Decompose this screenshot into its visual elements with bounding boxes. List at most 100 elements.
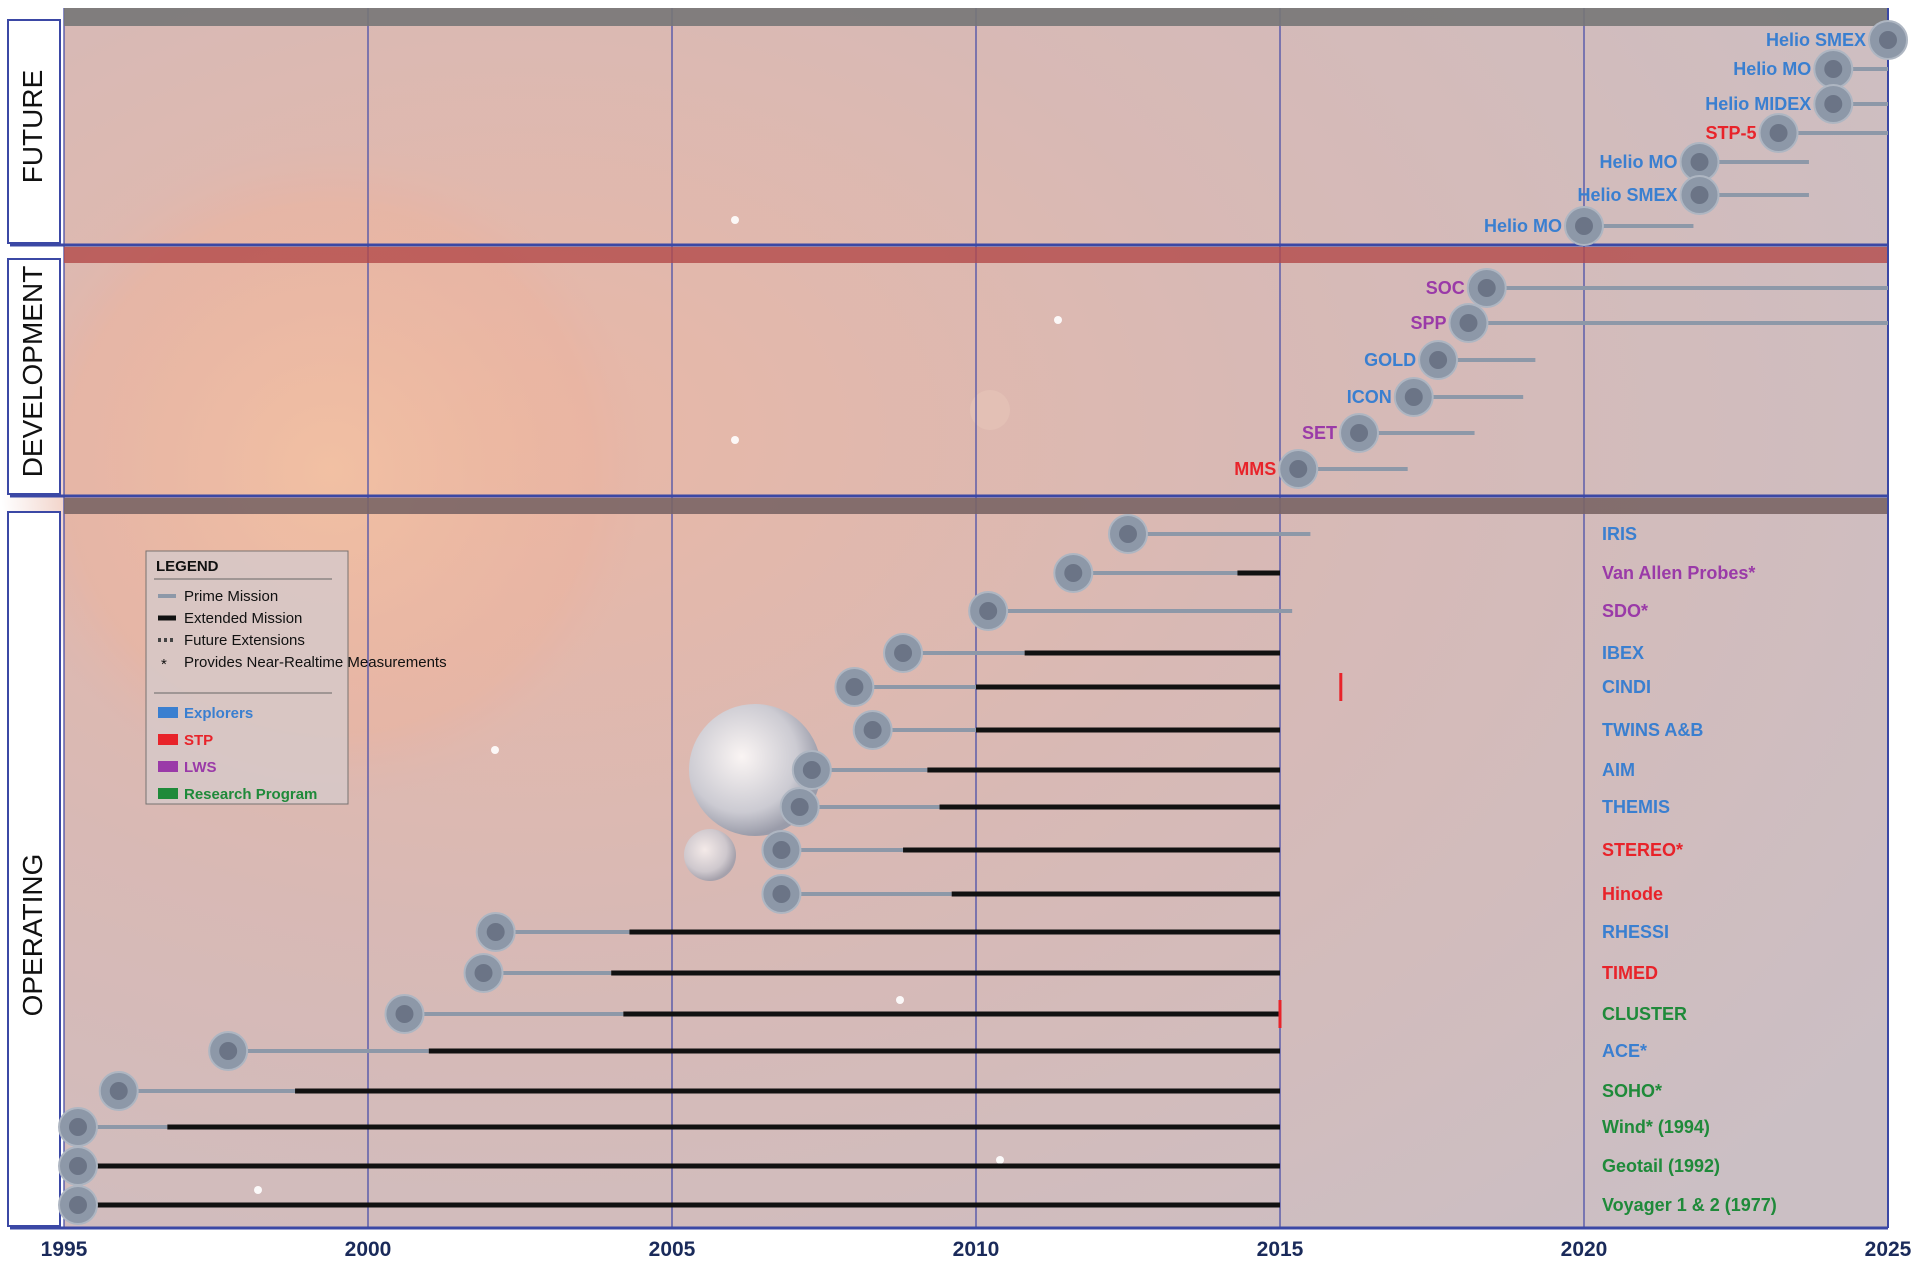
operating-mission: ACE* — [208, 1031, 1647, 1071]
operating-mission: TWINS A&B — [852, 710, 1703, 750]
development-mission: SOC — [1426, 268, 1888, 308]
x-tick-label: 2005 — [649, 1238, 696, 1261]
operating-mission: Van Allen Probes* — [1053, 553, 1755, 593]
operating-spacecraft-icon — [1119, 525, 1137, 543]
future-spacecraft-icon — [1690, 186, 1709, 204]
legend-program-label: LWS — [184, 759, 217, 776]
operating-mission-label: SDO* — [1602, 601, 1648, 621]
operating-spacecraft-icon — [790, 798, 809, 816]
future-spacecraft-icon — [1690, 153, 1709, 171]
operating-spacecraft-icon — [894, 644, 913, 662]
development-mission-label: SPP — [1410, 313, 1446, 333]
x-tick-label: 2010 — [953, 1238, 1000, 1261]
development-mission-label: GOLD — [1364, 350, 1416, 370]
operating-mission-label: CLUSTER — [1602, 1004, 1687, 1024]
moon-image — [684, 829, 736, 881]
legend-box — [145, 550, 349, 805]
future-spacecraft-icon — [1575, 217, 1593, 235]
legend-title: LEGEND — [156, 558, 219, 575]
operating-mission-label: TWINS A&B — [1602, 720, 1703, 740]
operating-spacecraft-icon — [772, 841, 791, 859]
operating-mission: Wind* (1994) — [58, 1107, 1710, 1147]
operating-spacecraft-icon — [109, 1082, 128, 1100]
x-tick-label: 2020 — [1561, 1238, 1608, 1261]
operating-mission: SOHO* — [98, 1071, 1662, 1111]
development-mission: SET — [1302, 413, 1475, 453]
operating-mission-label: THEMIS — [1602, 797, 1670, 817]
operating-header-bar — [64, 498, 1888, 514]
future-mission-label: Helio MIDEX — [1705, 94, 1811, 114]
operating-mission: STEREO* — [761, 830, 1683, 870]
operating-mission-label: STEREO* — [1602, 840, 1683, 860]
future-mission-label: Helio SMEX — [1577, 185, 1677, 205]
future-mission-label: Helio SMEX — [1766, 30, 1866, 50]
star-dot — [254, 1186, 262, 1194]
operating-mission: TIMED — [463, 953, 1658, 993]
future-spacecraft-icon — [1769, 124, 1788, 142]
operating-spacecraft-icon — [802, 761, 821, 779]
operating-spacecraft-icon — [1064, 564, 1083, 582]
section-box — [7, 511, 61, 1227]
legend-program-swatch — [158, 788, 178, 799]
operating-spacecraft-icon — [69, 1157, 87, 1175]
section-label-future: FUTURE — [17, 70, 48, 184]
future-spacecraft-icon — [1824, 95, 1843, 113]
operating-mission: Hinode — [761, 874, 1663, 914]
development-mission-label: MMS — [1234, 459, 1276, 479]
development-mission-label: ICON — [1347, 387, 1392, 407]
development-spacecraft-icon — [1477, 279, 1496, 297]
operating-mission: THEMIS — [779, 787, 1670, 827]
x-tick-label: 2025 — [1865, 1238, 1912, 1261]
operating-mission-label: Wind* (1994) — [1602, 1117, 1710, 1137]
section-box — [7, 258, 61, 495]
development-spacecraft-icon — [1289, 460, 1308, 478]
mission-bars: Helio SMEX Helio MO Helio MIDEX STP-5 Helio … — [58, 20, 1908, 1225]
operating-spacecraft-icon — [219, 1042, 238, 1060]
star-dot — [896, 996, 904, 1004]
operating-mission: CLUSTER — [384, 994, 1687, 1034]
operating-mission-label: Hinode — [1602, 884, 1663, 904]
future-mission-label: Helio MO — [1600, 152, 1678, 172]
section-label-development: DEVELOPMENT — [17, 266, 48, 478]
planet-image — [970, 390, 1010, 430]
operating-mission: Voyager 1 & 2 (1977) — [58, 1185, 1777, 1225]
future-mission: Helio MO — [1733, 49, 1888, 89]
legend-program-swatch — [158, 734, 178, 745]
operating-spacecraft-icon — [979, 602, 998, 620]
operating-spacecraft-icon — [772, 885, 791, 903]
x-tick-label: 2000 — [345, 1238, 392, 1261]
legend-item-label: Extended Mission — [184, 610, 302, 627]
future-mission: Helio MO — [1484, 206, 1694, 246]
operating-mission: IRIS — [1108, 514, 1637, 554]
operating-spacecraft-icon — [69, 1196, 87, 1214]
operating-mission: Geotail (1992) — [58, 1146, 1720, 1186]
future-mission: Helio MO — [1600, 142, 1809, 182]
legend: LEGEND Prime Mission Extended Mission Futur… — [145, 550, 447, 805]
development-mission: ICON — [1347, 377, 1524, 417]
legend-program-label: STP — [184, 732, 213, 749]
development-header-bar — [64, 247, 1888, 263]
operating-spacecraft-icon — [395, 1005, 414, 1023]
star-dot — [491, 746, 499, 754]
star-dot — [731, 436, 739, 444]
operating-mission-label: ACE* — [1602, 1041, 1647, 1061]
operating-mission: CINDI — [834, 667, 1651, 707]
legend-program-swatch — [158, 761, 178, 772]
operating-mission: SDO* — [968, 591, 1648, 631]
legend-program-swatch — [158, 707, 178, 718]
development-spacecraft-icon — [1404, 388, 1423, 406]
x-tick-label: 1995 — [41, 1238, 88, 1261]
future-mission: Helio SMEX — [1766, 20, 1908, 60]
operating-mission-label: TIMED — [1602, 963, 1658, 983]
legend-item-label: Future Extensions — [184, 632, 305, 649]
section-bands: FUTURE DEVELOPMENT OPERATING — [7, 8, 1889, 1230]
operating-mission-label: Voyager 1 & 2 (1977) — [1602, 1195, 1777, 1215]
development-mission: SPP — [1410, 303, 1888, 343]
operating-spacecraft-icon — [863, 721, 882, 739]
future-mission-label: Helio MO — [1733, 59, 1811, 79]
development-spacecraft-icon — [1350, 424, 1369, 442]
development-mission-label: SOC — [1426, 278, 1465, 298]
future-mission: STP-5 — [1706, 113, 1888, 153]
